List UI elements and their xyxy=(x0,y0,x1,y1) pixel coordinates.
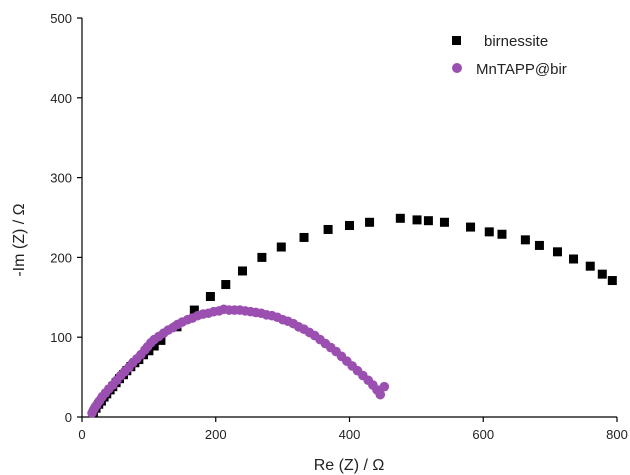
data-point-square xyxy=(466,222,476,232)
data-point-square xyxy=(607,276,617,286)
legend-marker-birnessite xyxy=(452,36,461,45)
data-point-square xyxy=(395,213,405,223)
plot-area: 0 200 400 600 800 0 100 200 300 400 500 xyxy=(50,11,628,442)
series-0 xyxy=(88,213,617,418)
y-tick-label: 200 xyxy=(50,250,72,265)
x-tick-label: 800 xyxy=(606,427,628,442)
axis-ticks: 0 200 400 600 800 0 100 200 300 400 500 xyxy=(50,11,628,442)
y-axis-title: -Im (Z) / Ω xyxy=(11,203,28,276)
data-point-square xyxy=(520,235,530,245)
data-point-square xyxy=(484,227,494,237)
data-point-square xyxy=(365,217,375,227)
data-point-square xyxy=(439,217,449,227)
x-tick-label: 0 xyxy=(78,427,85,442)
data-point-square xyxy=(189,305,199,315)
x-tick-label: 200 xyxy=(205,427,227,442)
legend-marker-mntapp xyxy=(452,63,462,73)
data-point-square xyxy=(345,220,354,230)
series-1 xyxy=(87,304,390,418)
y-tick-label: 400 xyxy=(50,91,72,106)
data-point-square xyxy=(257,252,267,262)
y-tick-label: 0 xyxy=(65,410,72,425)
data-point-square xyxy=(276,242,286,252)
data-point-square xyxy=(534,240,544,250)
data-point-square xyxy=(597,269,607,279)
x-tick-label: 400 xyxy=(339,427,361,442)
data-point-square xyxy=(497,229,507,239)
y-tick-label: 500 xyxy=(50,11,72,26)
legend: birnessite MnTAPP@bir xyxy=(452,33,567,78)
data-point-square xyxy=(552,247,562,257)
data-point-square xyxy=(412,215,422,225)
data-marks xyxy=(87,213,617,418)
data-point-square xyxy=(323,224,333,234)
data-point-circle xyxy=(375,389,386,400)
y-tick-label: 100 xyxy=(50,330,72,345)
legend-label-mntapp: MnTAPP@bir xyxy=(476,61,567,78)
legend-label-birnessite: birnessite xyxy=(484,33,548,50)
y-tick-label: 300 xyxy=(50,171,72,186)
data-point-square xyxy=(205,292,215,302)
x-axis-title: Re (Z) / Ω xyxy=(314,457,385,474)
data-point-square xyxy=(423,216,433,226)
data-point-square xyxy=(585,261,595,271)
data-point-circle xyxy=(379,381,390,392)
data-point-square xyxy=(221,280,231,290)
data-point-square xyxy=(238,266,247,276)
x-tick-label: 600 xyxy=(472,427,494,442)
data-point-square xyxy=(299,232,309,242)
data-point-square xyxy=(569,254,579,264)
